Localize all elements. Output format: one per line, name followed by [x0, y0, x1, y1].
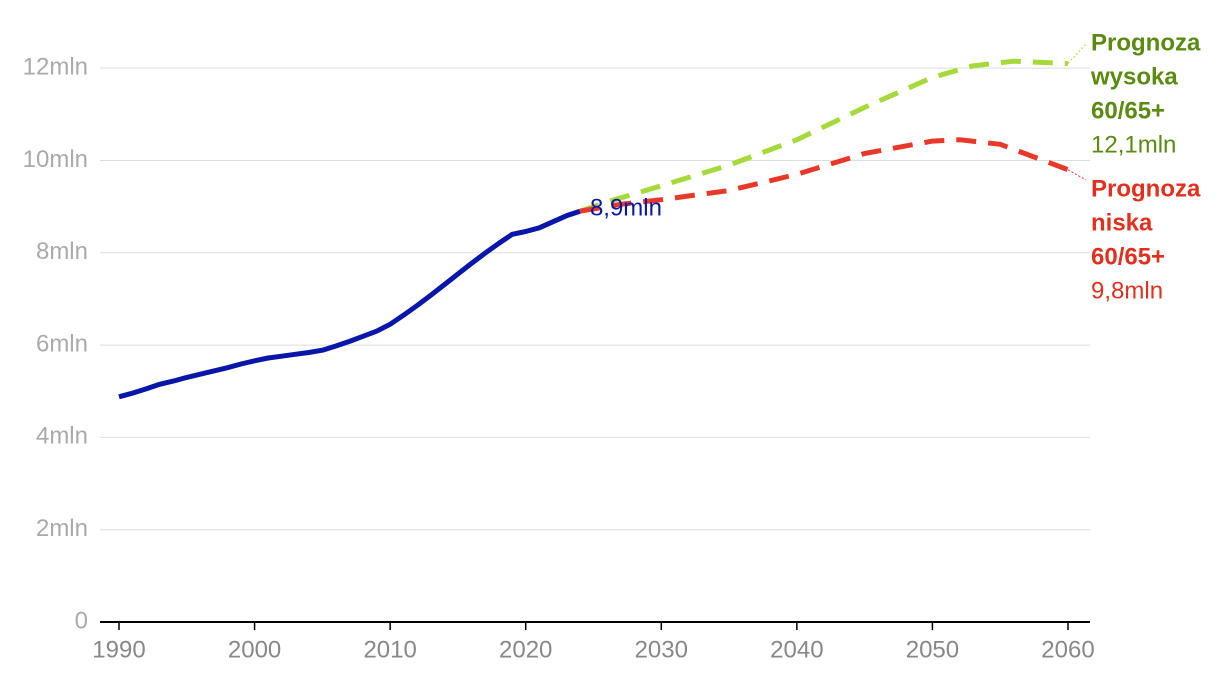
y-tick-label: 4mln — [36, 423, 88, 450]
series-label: Prognoza — [1091, 175, 1201, 202]
value-label: 12,1mln — [1091, 131, 1176, 158]
series-label: wysoka — [1090, 63, 1178, 90]
series-label: niska — [1091, 209, 1153, 236]
y-tick-label: 10mln — [23, 146, 88, 173]
y-tick-label: 12mln — [23, 53, 88, 80]
history-line — [118, 208, 581, 400]
value-label: 8,9mln — [590, 195, 662, 222]
series-label: Prognoza — [1091, 29, 1201, 56]
x-tick-label: 2050 — [906, 636, 959, 663]
leader-line — [1067, 43, 1087, 64]
series-label: 60/65+ — [1091, 243, 1165, 270]
x-tick-label: 2060 — [1041, 636, 1094, 663]
value-label: 9,8mln — [1091, 277, 1163, 304]
x-tick-label: 2000 — [228, 636, 281, 663]
x-tick-label: 2010 — [363, 636, 416, 663]
projection-line — [579, 58, 1069, 214]
y-tick-label: 8mln — [36, 238, 88, 265]
x-tick-label: 2030 — [635, 636, 688, 663]
leader-line — [1067, 169, 1087, 181]
x-tick-label: 2040 — [770, 636, 823, 663]
x-tick-label: 1990 — [92, 636, 145, 663]
y-tick-label: 6mln — [36, 330, 88, 357]
series-label: 60/65+ — [1091, 97, 1165, 124]
y-tick-label: 0 — [75, 607, 88, 634]
y-tick-label: 2mln — [36, 515, 88, 542]
x-tick-label: 2020 — [499, 636, 552, 663]
